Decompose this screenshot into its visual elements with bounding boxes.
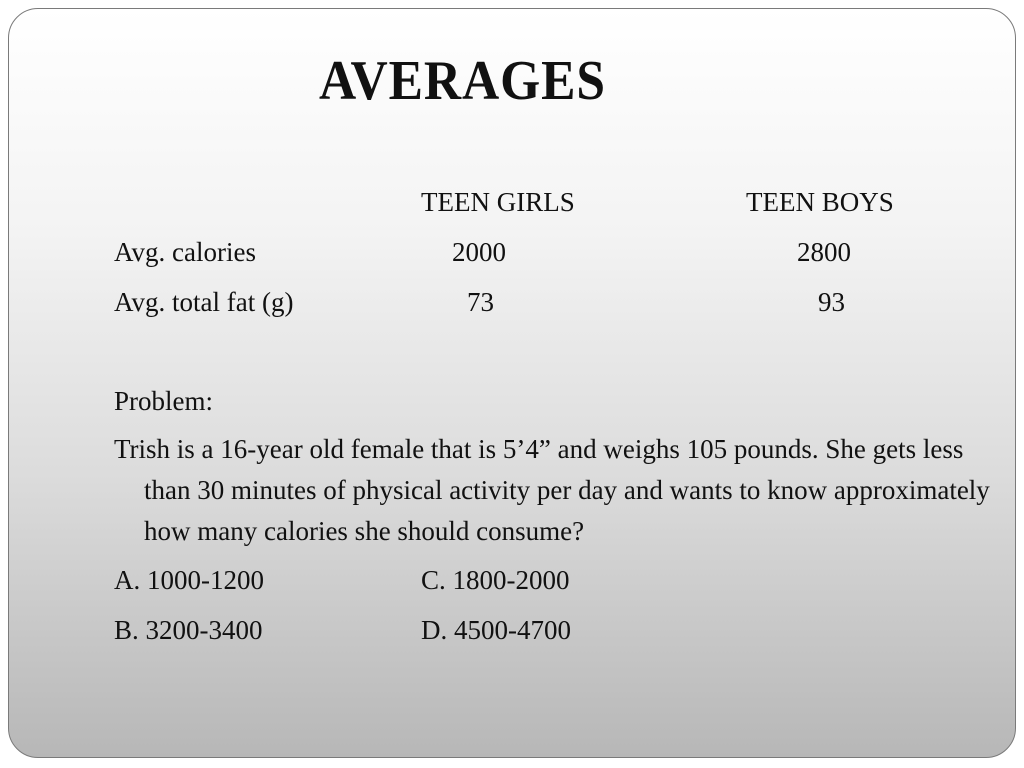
- cell-girls-fat: 73: [467, 287, 494, 317]
- option-a: A. 1000-1200: [114, 565, 264, 595]
- column-header-teen-girls: TEEN GIRLS: [421, 187, 575, 217]
- cell-boys-calories: 2800: [797, 237, 851, 267]
- cell-girls-calories: 2000: [452, 237, 506, 267]
- row-label-avg-calories: Avg. calories: [114, 237, 256, 267]
- option-d: D. 4500-4700: [421, 615, 571, 645]
- column-header-teen-boys: TEEN BOYS: [746, 187, 894, 217]
- problem-heading: Problem:: [114, 386, 213, 416]
- option-c: C. 1800-2000: [421, 565, 570, 595]
- problem-text: Trish is a 16-year old female that is 5’…: [114, 434, 990, 546]
- row-label-avg-total-fat: Avg. total fat (g): [114, 287, 294, 317]
- option-b: B. 3200-3400: [114, 615, 263, 645]
- cell-boys-fat: 93: [818, 287, 845, 317]
- slide: AVERAGES TEEN GIRLS TEEN BOYS Avg. calor…: [8, 8, 1016, 758]
- slide-title: AVERAGES: [319, 50, 606, 112]
